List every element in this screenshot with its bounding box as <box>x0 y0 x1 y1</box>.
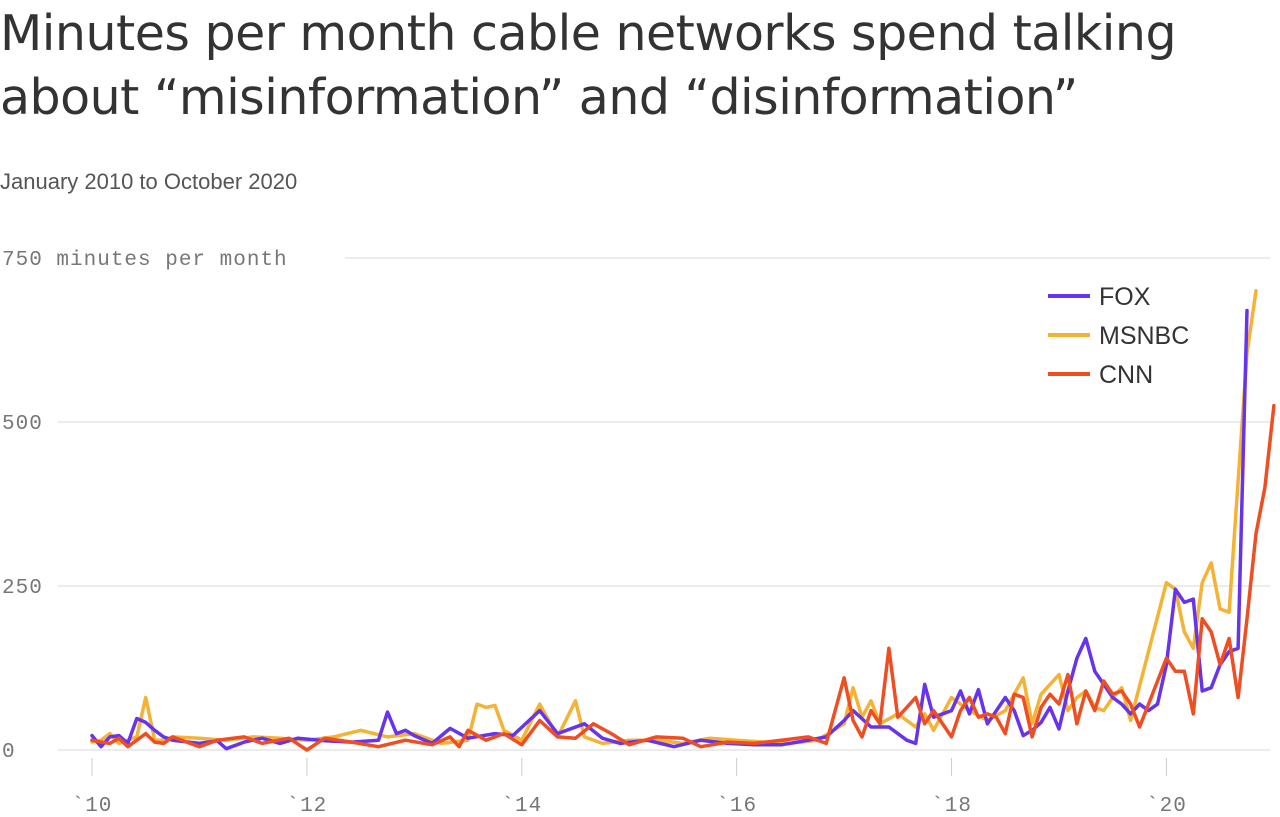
y-tick-label: 500 <box>2 413 43 436</box>
y-axis-tick-labels: 0 250 500 750 minutes per month <box>2 249 288 764</box>
chart-title: Minutes per month cable networks spend t… <box>0 5 1177 126</box>
x-tick-label: `14 <box>501 795 542 817</box>
legend: FOX MSNBC CNN <box>1048 283 1189 389</box>
y-tick-label: 750 minutes per month <box>2 249 288 272</box>
y-tick-label: 0 <box>2 741 16 764</box>
x-tick-label: `18 <box>931 795 972 817</box>
x-tick-label: `10 <box>72 795 113 817</box>
x-tick-label: `16 <box>716 795 757 817</box>
x-axis-tick-labels: `10 `12 `14 `16 `18 `20 <box>72 758 1187 817</box>
legend-label-cnn: CNN <box>1099 361 1153 389</box>
legend-label-msnbc: MSNBC <box>1099 322 1189 350</box>
x-tick-label: `12 <box>286 795 327 817</box>
series-line-cnn <box>90 403 1276 752</box>
series-line-fox <box>90 308 1249 751</box>
series-lines <box>90 289 1276 752</box>
chart-subtitle: January 2010 to October 2020 <box>0 169 298 194</box>
series-line-msnbc <box>90 289 1258 746</box>
gridlines <box>58 257 1270 751</box>
y-tick-label: 250 <box>2 577 43 600</box>
legend-label-fox: FOX <box>1099 283 1151 311</box>
x-tick-label: `20 <box>1146 795 1187 817</box>
